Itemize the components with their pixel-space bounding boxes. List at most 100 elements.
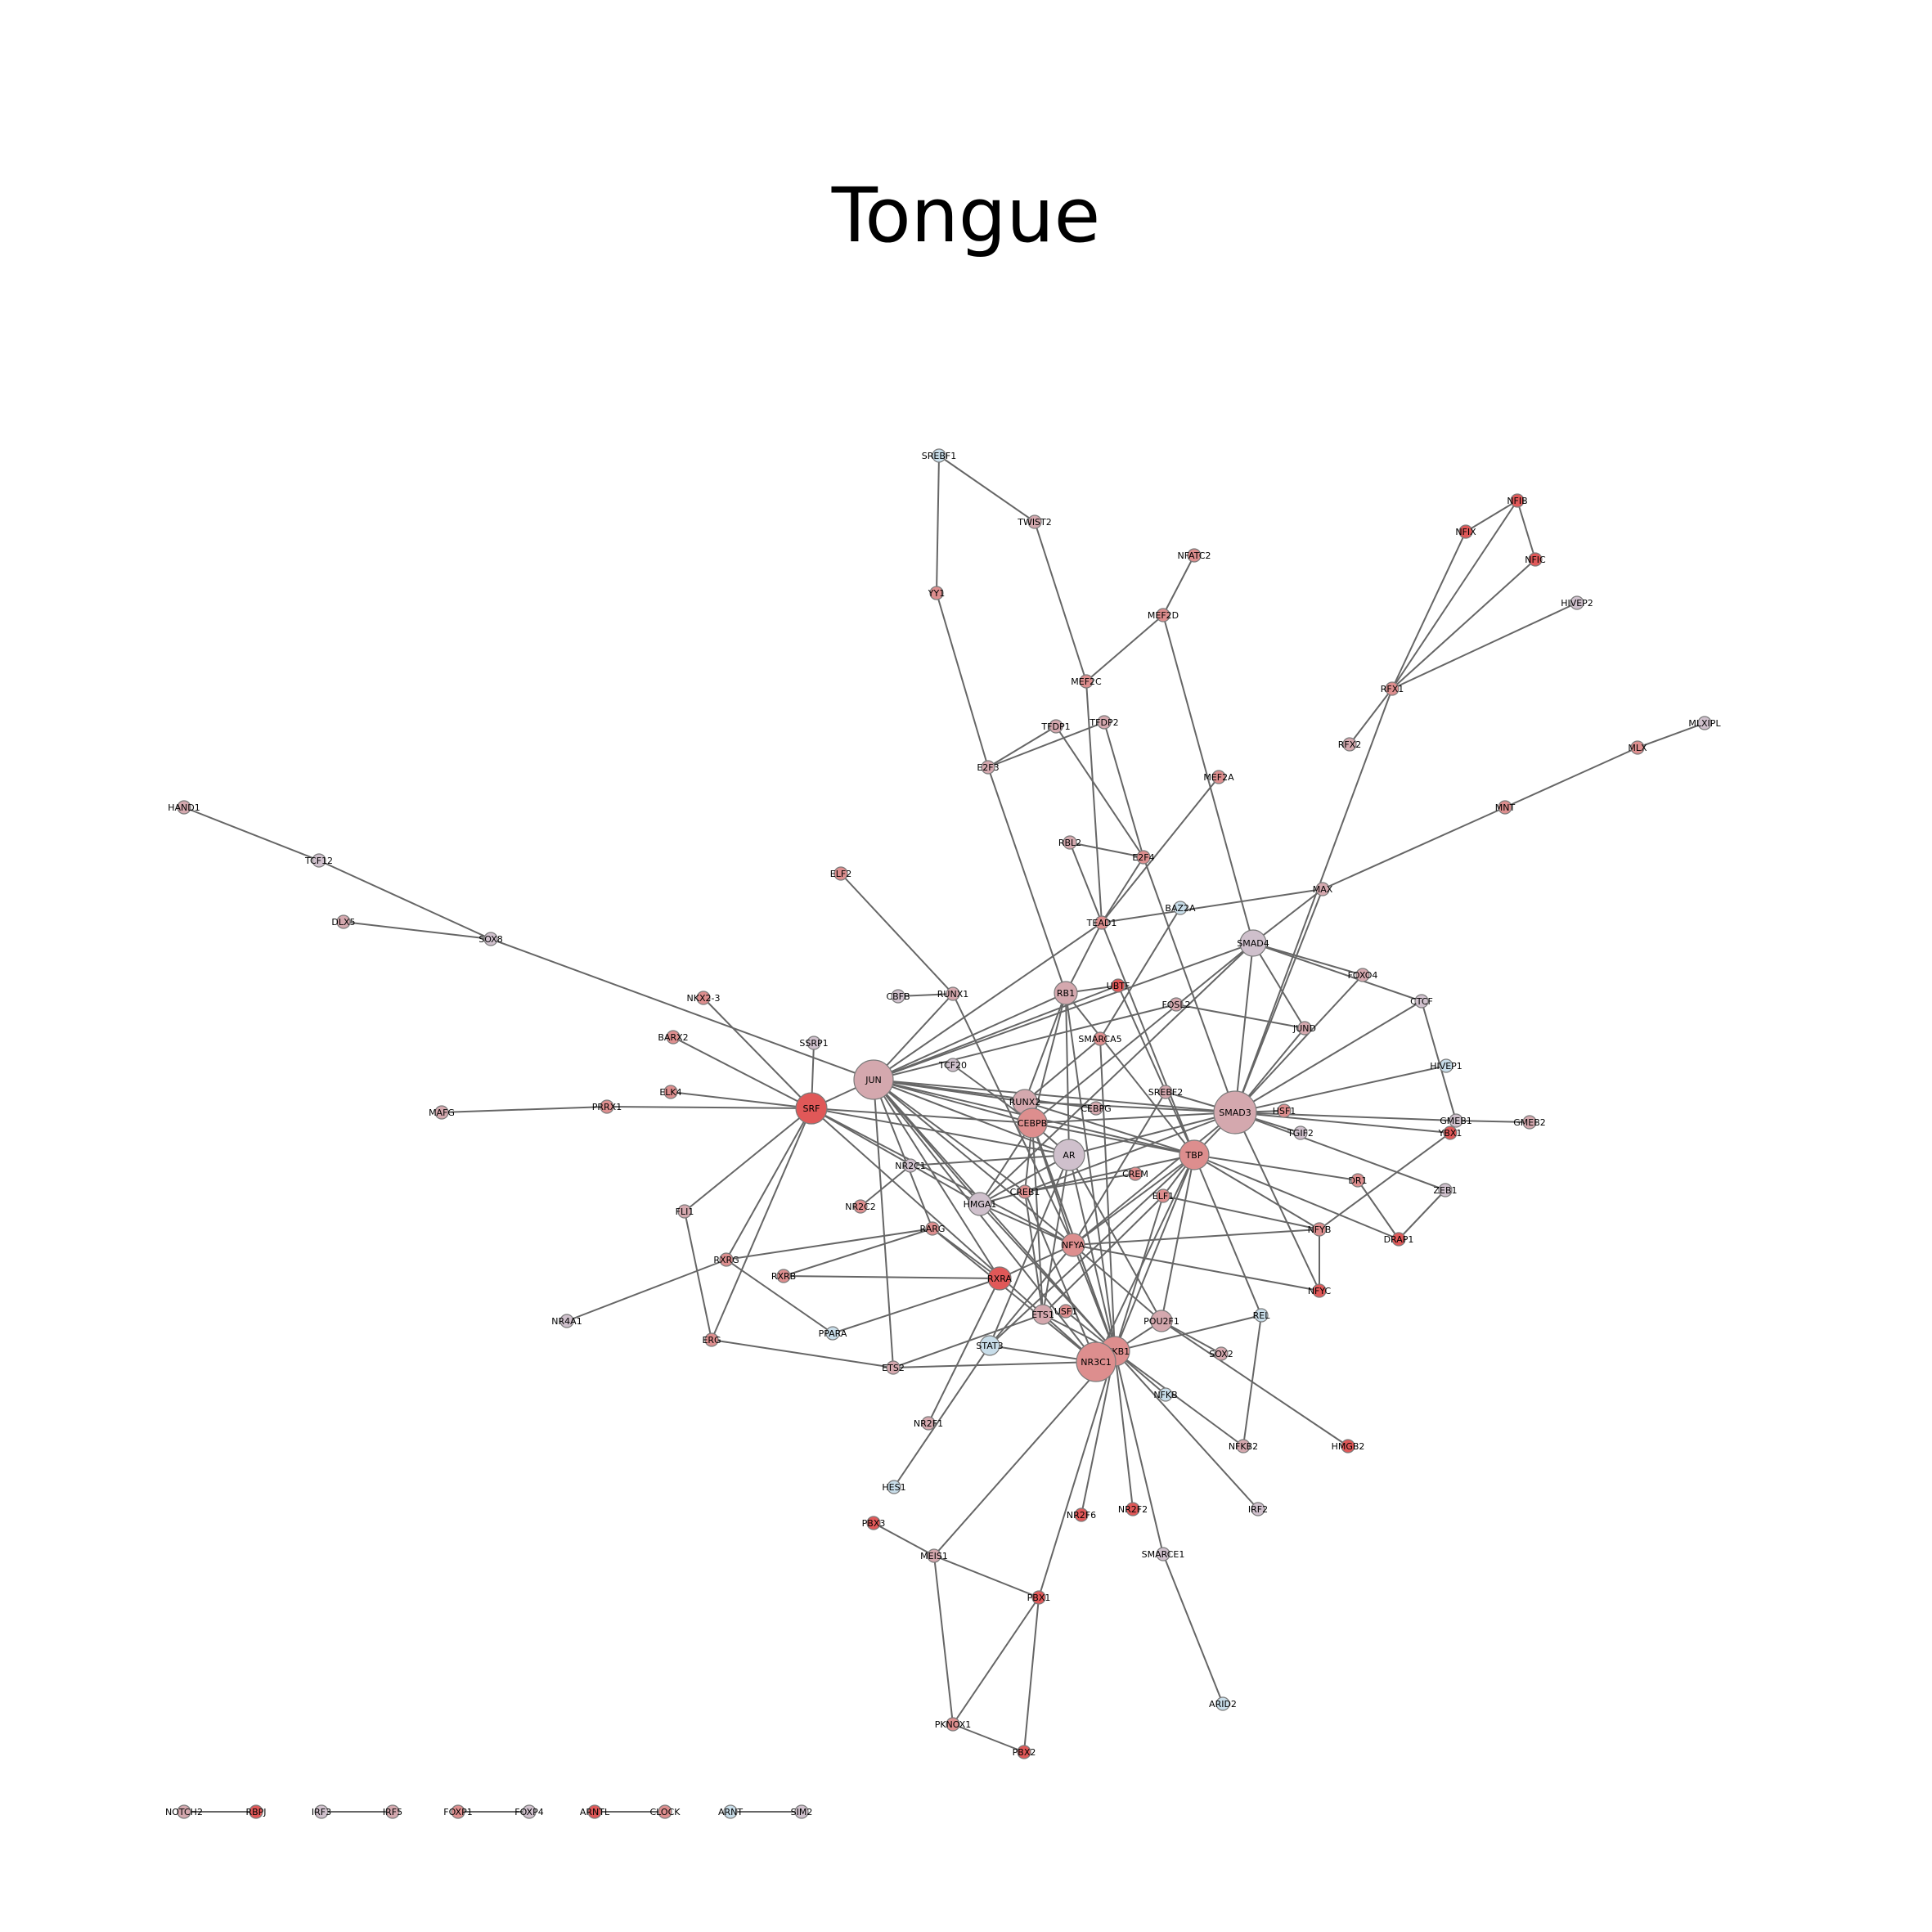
node-circle-sox8[interactable] <box>483 932 498 946</box>
node-circle-ybx1[interactable] <box>1443 1126 1458 1140</box>
node-circle-drap1[interactable] <box>1391 1232 1406 1247</box>
node-tfdp1[interactable]: TFDP1 <box>1040 719 1071 734</box>
node-circle-erg[interactable] <box>704 1332 719 1347</box>
node-circle-pknox1[interactable] <box>946 1717 960 1732</box>
node-circle-clock[interactable] <box>658 1804 672 1819</box>
node-circle-jund[interactable] <box>1297 1021 1312 1036</box>
node-circle-sim2[interactable] <box>794 1804 809 1819</box>
node-circle-hmgb2[interactable] <box>1341 1439 1355 1453</box>
node-baz2a[interactable]: BAZ2A <box>1165 901 1196 915</box>
node-irf3[interactable]: IRF3 <box>312 1804 331 1819</box>
node-circle-ets1[interactable] <box>1032 1304 1054 1325</box>
node-crem[interactable]: CREM <box>1122 1166 1148 1181</box>
node-circle-mlx[interactable] <box>1630 740 1645 755</box>
node-pou2f1[interactable]: POU2F1 <box>1143 1310 1179 1332</box>
node-circle-zeb1[interactable] <box>1438 1183 1453 1197</box>
node-circle-ets2[interactable] <box>886 1360 901 1375</box>
node-irf2[interactable]: IRF2 <box>1248 1502 1268 1516</box>
node-circle-gmeb1[interactable] <box>1449 1113 1463 1128</box>
node-circle-ctcf[interactable] <box>1414 994 1429 1009</box>
node-circle-prrx1[interactable] <box>600 1099 614 1114</box>
node-nfib[interactable]: NFIB <box>1507 493 1528 508</box>
node-usf1[interactable]: USF1 <box>1054 1304 1077 1319</box>
node-srebf1[interactable]: SREBF1 <box>922 448 956 463</box>
node-hsf1[interactable]: HSF1 <box>1273 1103 1296 1118</box>
node-nfyc[interactable]: NFYC <box>1308 1283 1332 1298</box>
node-circle-yy1[interactable] <box>929 586 944 600</box>
node-clock[interactable]: CLOCK <box>650 1804 681 1819</box>
node-circle-hmga1[interactable] <box>968 1192 992 1216</box>
node-tcf12[interactable]: TCF12 <box>304 853 333 868</box>
node-ppara[interactable]: PPARA <box>819 1326 847 1341</box>
node-circle-stat3[interactable] <box>979 1335 1000 1356</box>
node-twist2[interactable]: TWIST2 <box>1017 514 1052 529</box>
node-circle-rel[interactable] <box>1254 1308 1269 1323</box>
node-cbfb[interactable]: CBFB <box>886 989 910 1004</box>
node-nr2c2[interactable]: NR2C2 <box>845 1199 876 1214</box>
node-circle-nr2f2[interactable] <box>1126 1502 1140 1516</box>
node-circle-fli1[interactable] <box>677 1204 692 1219</box>
node-circle-nfkb2[interactable] <box>1236 1439 1251 1453</box>
node-circle-barx2[interactable] <box>666 1030 681 1045</box>
node-circle-pbx3[interactable] <box>866 1516 881 1530</box>
node-circle-irf3[interactable] <box>314 1804 329 1819</box>
node-circle-smarca5[interactable] <box>1093 1031 1108 1046</box>
node-circle-nr2c1[interactable] <box>903 1158 918 1173</box>
node-circle-smarce1[interactable] <box>1156 1547 1170 1561</box>
node-circle-pbx2[interactable] <box>1017 1745 1031 1759</box>
node-hmgb2[interactable]: HMGB2 <box>1332 1439 1365 1453</box>
node-circle-nfic[interactable] <box>1528 552 1543 567</box>
node-pbx3[interactable]: PBX3 <box>862 1516 886 1530</box>
node-rfx1[interactable]: RFX1 <box>1381 681 1404 696</box>
node-rxrb[interactable]: RXRB <box>771 1269 796 1283</box>
node-sim2[interactable]: SIM2 <box>791 1804 813 1819</box>
node-smad3[interactable]: SMAD3 <box>1213 1090 1257 1134</box>
node-circle-mef2c[interactable] <box>1079 674 1094 689</box>
node-circle-elk4[interactable] <box>663 1085 678 1099</box>
node-nfatc2[interactable]: NFATC2 <box>1178 548 1211 563</box>
node-foxp4[interactable]: FOXP4 <box>514 1804 544 1819</box>
node-hand1[interactable]: HAND1 <box>168 800 200 815</box>
node-circle-dr1[interactable] <box>1350 1173 1365 1188</box>
node-circle-tcf20[interactable] <box>946 1058 960 1072</box>
node-circle-rxrg[interactable] <box>719 1252 734 1267</box>
node-circle-foxo4[interactable] <box>1355 968 1370 982</box>
node-srebf2[interactable]: SREBF2 <box>1148 1085 1183 1099</box>
node-circle-rbpj[interactable] <box>249 1804 263 1819</box>
node-ubtf[interactable]: UBTF <box>1107 978 1130 993</box>
node-circle-rarg[interactable] <box>925 1221 940 1236</box>
node-circle-srebf2[interactable] <box>1158 1085 1173 1099</box>
node-zeb1[interactable]: ZEB1 <box>1433 1183 1458 1197</box>
node-jun[interactable]: JUN <box>853 1059 894 1100</box>
node-circle-max[interactable] <box>1315 882 1330 896</box>
node-nfkb[interactable]: NFKB <box>1153 1387 1178 1402</box>
node-circle-hsf1[interactable] <box>1277 1103 1292 1118</box>
node-nr4a1[interactable]: NR4A1 <box>551 1314 582 1328</box>
node-nfkb2[interactable]: NFKB2 <box>1229 1439 1258 1453</box>
node-nfic[interactable]: NFIC <box>1525 552 1546 567</box>
node-ybx1[interactable]: YBX1 <box>1438 1126 1462 1140</box>
node-elf1[interactable]: ELF1 <box>1152 1188 1174 1203</box>
node-circle-mef2a[interactable] <box>1211 770 1226 784</box>
node-elk4[interactable]: ELK4 <box>659 1085 682 1099</box>
node-circle-nfyc[interactable] <box>1312 1283 1327 1298</box>
node-circle-tgif2[interactable] <box>1293 1126 1308 1140</box>
node-tead1[interactable]: TEAD1 <box>1086 915 1117 930</box>
node-rbl2[interactable]: RBL2 <box>1058 835 1081 850</box>
node-rfx2[interactable]: RFX2 <box>1338 737 1362 752</box>
node-nr2f6[interactable]: NR2F6 <box>1067 1507 1096 1522</box>
node-circle-ssrp1[interactable] <box>806 1036 821 1050</box>
node-circle-pbx1[interactable] <box>1031 1590 1046 1605</box>
node-elf2[interactable]: ELF2 <box>830 866 851 881</box>
node-dlx5[interactable]: DLX5 <box>331 914 356 929</box>
node-circle-nr2c2[interactable] <box>853 1199 868 1214</box>
node-ets2[interactable]: ETS2 <box>882 1360 905 1375</box>
node-circle-irf5[interactable] <box>385 1804 400 1819</box>
node-circle-tfdp1[interactable] <box>1049 719 1063 734</box>
node-nr3c1[interactable]: NR3C1 <box>1076 1341 1117 1382</box>
node-e2f4[interactable]: E2F4 <box>1132 850 1155 865</box>
node-pknox1[interactable]: PKNOX1 <box>935 1717 972 1732</box>
node-circle-tcf12[interactable] <box>312 853 326 868</box>
node-drap1[interactable]: DRAP1 <box>1384 1232 1414 1247</box>
node-creb1[interactable]: CREB1 <box>1010 1184 1040 1199</box>
